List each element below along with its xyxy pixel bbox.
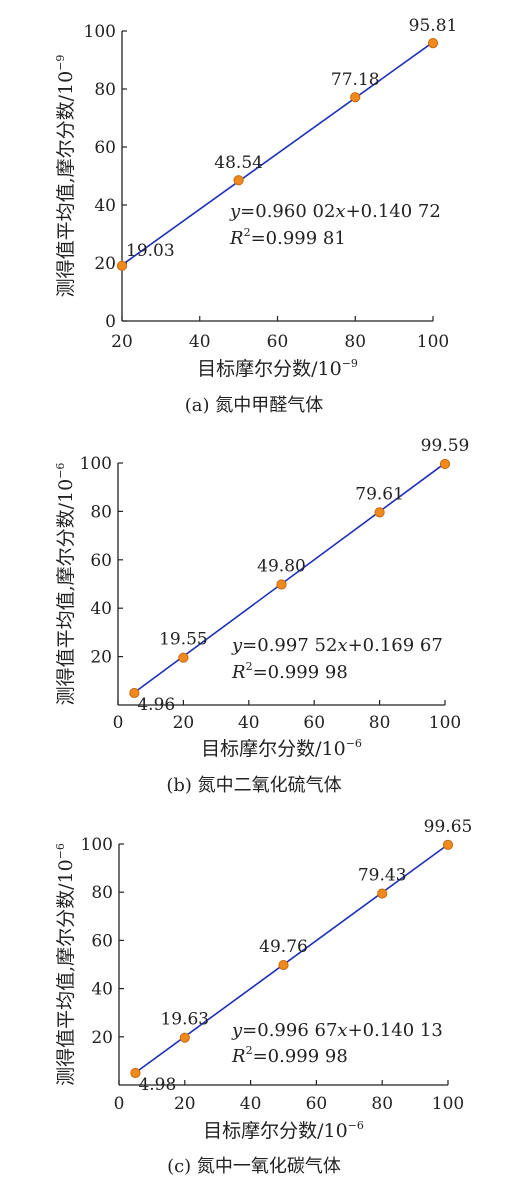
y-tick-label: 80 — [90, 502, 112, 522]
y-tick-label: 0 — [105, 312, 116, 332]
data-label: 49.76 — [259, 937, 308, 957]
y-tick-label: 100 — [81, 835, 113, 855]
chart-caption: (c) 氮中一氧化碳气体 — [167, 1156, 341, 1177]
data-label: 79.43 — [358, 866, 407, 886]
x-axis-title: 目标摩尔分数/10−6 — [201, 737, 362, 760]
data-point — [116, 260, 128, 271]
data-label: 79.61 — [355, 484, 404, 504]
x-tick-label: 80 — [369, 713, 391, 733]
fit-equation: y=0.960 02x+0.140 72 — [229, 201, 441, 222]
x-tick-label: 40 — [189, 332, 211, 352]
r-squared: R2=0.999 81 — [229, 226, 346, 249]
chart-panel-3: 20 40 60 80 100 0 20 40 60 80 100 4.98 19.63 49.76 79.… — [54, 817, 472, 1177]
y-tick-label: 80 — [91, 883, 113, 903]
fit-equation: y=0.996 67x+0.140 13 — [231, 1020, 443, 1041]
data-point — [233, 175, 244, 186]
y-tick-label: 100 — [80, 454, 112, 474]
data-point — [350, 92, 361, 103]
data-label: 4.98 — [138, 1075, 176, 1095]
data-label: 49.80 — [257, 556, 306, 576]
y-tick-label: 60 — [91, 931, 113, 951]
data-point — [276, 579, 287, 590]
x-tick-label: 0 — [114, 1094, 125, 1114]
y-tick-label: 20 — [94, 254, 116, 274]
data-point — [442, 839, 454, 850]
x-tick-label: 60 — [267, 332, 289, 352]
x-tick-label: 80 — [371, 1094, 393, 1114]
x-tick-label: 100 — [432, 1094, 464, 1114]
data-point — [377, 888, 388, 899]
chart-caption: (a) 氮中甲醛气体 — [185, 395, 324, 416]
y-tick-label: 40 — [90, 599, 112, 619]
x-tick-label: 80 — [344, 332, 366, 352]
r-squared: R2=0.999 98 — [231, 1044, 348, 1067]
x-tick-label: 100 — [429, 713, 461, 733]
y-axis-title: 测得值平均值,摩尔分数/10−6 — [54, 843, 77, 1086]
data-point — [374, 507, 385, 518]
chart-panel-2: 20 40 60 80 100 0 20 40 60 80 100 4.96 19.55 49.80 79.… — [54, 436, 469, 796]
fit-equation: y=0.997 52x+0.169 67 — [231, 635, 443, 656]
x-tick-label: 60 — [306, 1094, 328, 1114]
y-axis-title: 测得值平均值,摩尔分数/10−6 — [54, 463, 77, 706]
y-tick-label: 20 — [90, 648, 112, 668]
y-tick-label: 80 — [94, 80, 116, 100]
x-tick-label: 100 — [417, 332, 449, 352]
fit-line — [121, 41, 434, 266]
data-label: 4.96 — [137, 695, 175, 715]
data-point — [129, 687, 140, 699]
y-tick-label: 60 — [90, 551, 112, 571]
x-tick-label: 40 — [238, 713, 260, 733]
x-tick-label: 20 — [174, 1094, 196, 1114]
x-tick-label: 0 — [113, 713, 124, 733]
data-label: 95.81 — [409, 16, 458, 36]
x-tick-label: 20 — [173, 713, 195, 733]
data-point — [179, 1032, 190, 1043]
y-tick-label: 40 — [94, 196, 116, 216]
data-label: 99.65 — [424, 817, 473, 837]
y-axis-title: 测得值平均值,摩尔分数/10−9 — [54, 55, 77, 298]
x-axis-title: 目标摩尔分数/10−9 — [197, 357, 358, 380]
data-point — [178, 652, 189, 663]
data-label: 48.54 — [214, 153, 263, 173]
x-tick-label: 20 — [111, 332, 133, 352]
data-label: 19.63 — [160, 1010, 209, 1030]
y-tick-label: 100 — [84, 22, 116, 42]
data-point — [278, 959, 289, 971]
x-axis-title: 目标摩尔分数/10−6 — [203, 1119, 364, 1142]
data-point — [427, 38, 439, 49]
r-squared: R2=0.999 98 — [231, 660, 348, 683]
data-label: 99.59 — [421, 436, 470, 456]
data-label: 19.03 — [126, 241, 175, 261]
data-point — [439, 458, 451, 470]
chart-caption: (b) 氮中二氧化硫气体 — [166, 775, 341, 796]
y-tick-label: 40 — [91, 980, 113, 1000]
data-point — [130, 1067, 141, 1079]
y-tick-label: 20 — [91, 1028, 113, 1048]
data-label: 77.18 — [331, 70, 380, 90]
x-tick-label: 60 — [303, 713, 325, 733]
x-tick-label: 40 — [240, 1094, 262, 1114]
y-tick-label: 60 — [94, 138, 116, 158]
data-label: 19.55 — [159, 630, 208, 650]
